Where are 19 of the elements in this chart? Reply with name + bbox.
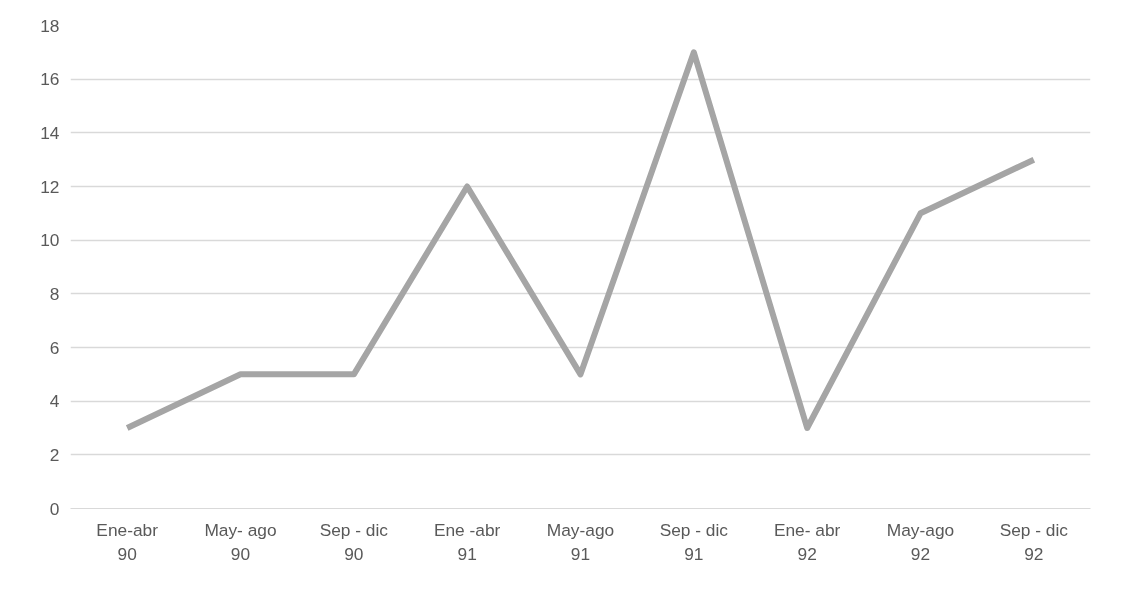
x-tick-label: May-ago 91 xyxy=(546,519,615,564)
y-tick-label: 14 xyxy=(40,122,60,143)
x-tick-label: Sep - dic 91 xyxy=(659,519,729,564)
x-tick-label: Ene-abr 90 xyxy=(96,519,159,564)
x-tick-label: Ene -abr 91 xyxy=(433,519,501,564)
y-tick-label: 16 xyxy=(40,69,60,90)
y-tick-label: 18 xyxy=(40,15,60,36)
y-tick-label: 0 xyxy=(49,498,60,519)
x-tick-label: Sep - dic 90 xyxy=(319,519,389,564)
x-tick-label: Sep - dic 92 xyxy=(999,519,1069,564)
x-tick-label: Ene- abr 92 xyxy=(773,519,841,564)
y-tick-label: 8 xyxy=(49,283,60,304)
x-tick-label: May-ago 92 xyxy=(886,519,955,564)
x-tick-label: May- ago 90 xyxy=(204,519,277,564)
y-tick-label: 4 xyxy=(49,391,60,412)
y-tick-label: 12 xyxy=(40,176,60,197)
y-tick-label: 10 xyxy=(40,230,60,251)
y-tick-label: 6 xyxy=(49,337,60,358)
y-tick-label: 2 xyxy=(49,444,60,465)
